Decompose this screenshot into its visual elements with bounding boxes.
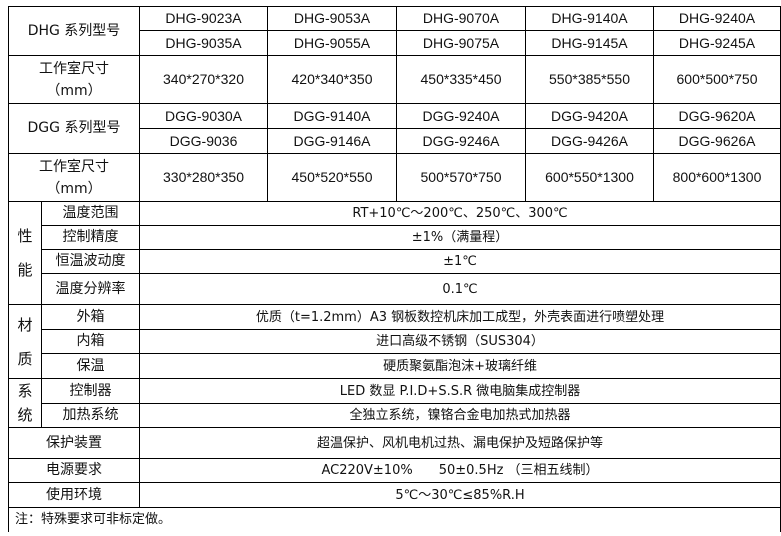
model-cell: DHG-9075A (396, 30, 527, 56)
footnote: 注：特殊要求可非标定做。 (7, 507, 781, 532)
model-cell: DGG-9036 (139, 128, 269, 154)
spec-label: 温度分辨率 (40, 273, 141, 305)
performance-group-label: 性能 (8, 201, 42, 305)
spec-value: 全独立系统，镍铬合金电加热式加热器 (139, 403, 781, 428)
spec-label: 加热系统 (40, 403, 141, 428)
dhg-series-label: DHG 系列型号 (7, 6, 141, 56)
spec-value: ±1℃ (139, 249, 781, 274)
spec-value: RT+10℃～200℃、250℃、300℃ (139, 201, 781, 226)
model-cell: DGG-9146A (267, 128, 398, 154)
spec-label: 控制精度 (40, 225, 141, 250)
group-char: 统 (17, 406, 33, 424)
model-cell: DGG-9240A (396, 103, 527, 129)
model-cell: DGG-9426A (525, 128, 655, 154)
model-cell: DHG-9145A (525, 30, 655, 56)
spec-value: LED 数显 P.I.D+S.S.R 微电脑集成控制器 (139, 378, 781, 404)
spec-label: 外箱 (40, 304, 141, 330)
model-cell: DHG-9240A (653, 6, 781, 31)
model-cell: DGG-9140A (267, 103, 398, 129)
size-cell: 600*550*1300 (525, 153, 655, 202)
size-label: 工作室尺寸 (39, 60, 109, 77)
model-cell: DGG-9246A (396, 128, 527, 154)
size-cell: 550*385*550 (525, 55, 655, 104)
model-cell: DHG-9140A (525, 6, 655, 31)
spec-value: 进口高级不锈钢（SUS304） (139, 329, 781, 354)
model-cell: DGG-9620A (653, 103, 781, 129)
spec-label: 保护装置 (7, 427, 141, 459)
spec-value: 0.1℃ (139, 273, 781, 305)
size-cell: 450*335*450 (396, 55, 527, 104)
size-cell: 330*280*350 (139, 153, 269, 202)
model-cell: DGG-9420A (525, 103, 655, 129)
size-cell: 450*520*550 (267, 153, 398, 202)
dgg-size-label: 工作室尺寸 （mm） (7, 153, 141, 202)
spec-value: 5℃～30℃≤85%R.H (139, 482, 781, 508)
spec-value: 优质（t=1.2mm）A3 钢板数控机床加工成型，外壳表面进行喷塑处理 (139, 304, 781, 330)
group-char: 系 (17, 382, 33, 400)
group-char: 材 (17, 315, 33, 334)
size-label: 工作室尺寸 (39, 158, 109, 175)
dhg-size-label: 工作室尺寸 （mm） (7, 55, 141, 104)
model-cell: DHG-9035A (139, 30, 269, 56)
group-char: 质 (17, 349, 33, 368)
model-cell: DGG-9030A (139, 103, 269, 129)
model-cell: DHG-9245A (653, 30, 781, 56)
size-unit: （mm） (46, 180, 102, 197)
group-char: 性 (17, 227, 33, 245)
spec-value: ±1%（满量程） (139, 225, 781, 250)
model-cell: DHG-9023A (139, 6, 269, 31)
model-cell: DHG-9055A (267, 30, 398, 56)
size-cell: 800*600*1300 (653, 153, 781, 202)
spec-label: 电源要求 (7, 458, 141, 483)
spec-table: DHG 系列型号 DHG-9023A DHG-9053A DHG-9070A D… (7, 6, 781, 532)
model-cell: DGG-9626A (653, 128, 781, 154)
size-unit: （mm） (46, 82, 102, 99)
model-cell: DHG-9070A (396, 6, 527, 31)
dgg-series-label: DGG 系列型号 (7, 103, 141, 154)
size-cell: 340*270*320 (139, 55, 269, 104)
size-cell: 420*340*350 (267, 55, 398, 104)
system-group-label: 系统 (8, 378, 42, 428)
model-cell: DHG-9053A (267, 6, 398, 31)
spec-label: 使用环境 (7, 482, 141, 508)
spec-label: 温度范围 (40, 201, 141, 226)
size-cell: 600*500*750 (653, 55, 781, 104)
spec-label: 控制器 (40, 378, 141, 404)
spec-value: 硬质聚氨酯泡沫+玻璃纤维 (139, 353, 781, 379)
spec-value: AC220V±10% 50±0.5Hz （三相五线制） (139, 458, 781, 483)
material-group-label: 材质 (8, 304, 42, 379)
size-cell: 500*570*750 (396, 153, 527, 202)
spec-label: 保温 (40, 353, 141, 379)
spec-label: 内箱 (40, 329, 141, 354)
spec-label: 恒温波动度 (40, 249, 141, 274)
group-char: 能 (17, 261, 33, 279)
spec-value: 超温保护、风机电机过热、漏电保护及短路保护等 (139, 427, 781, 459)
